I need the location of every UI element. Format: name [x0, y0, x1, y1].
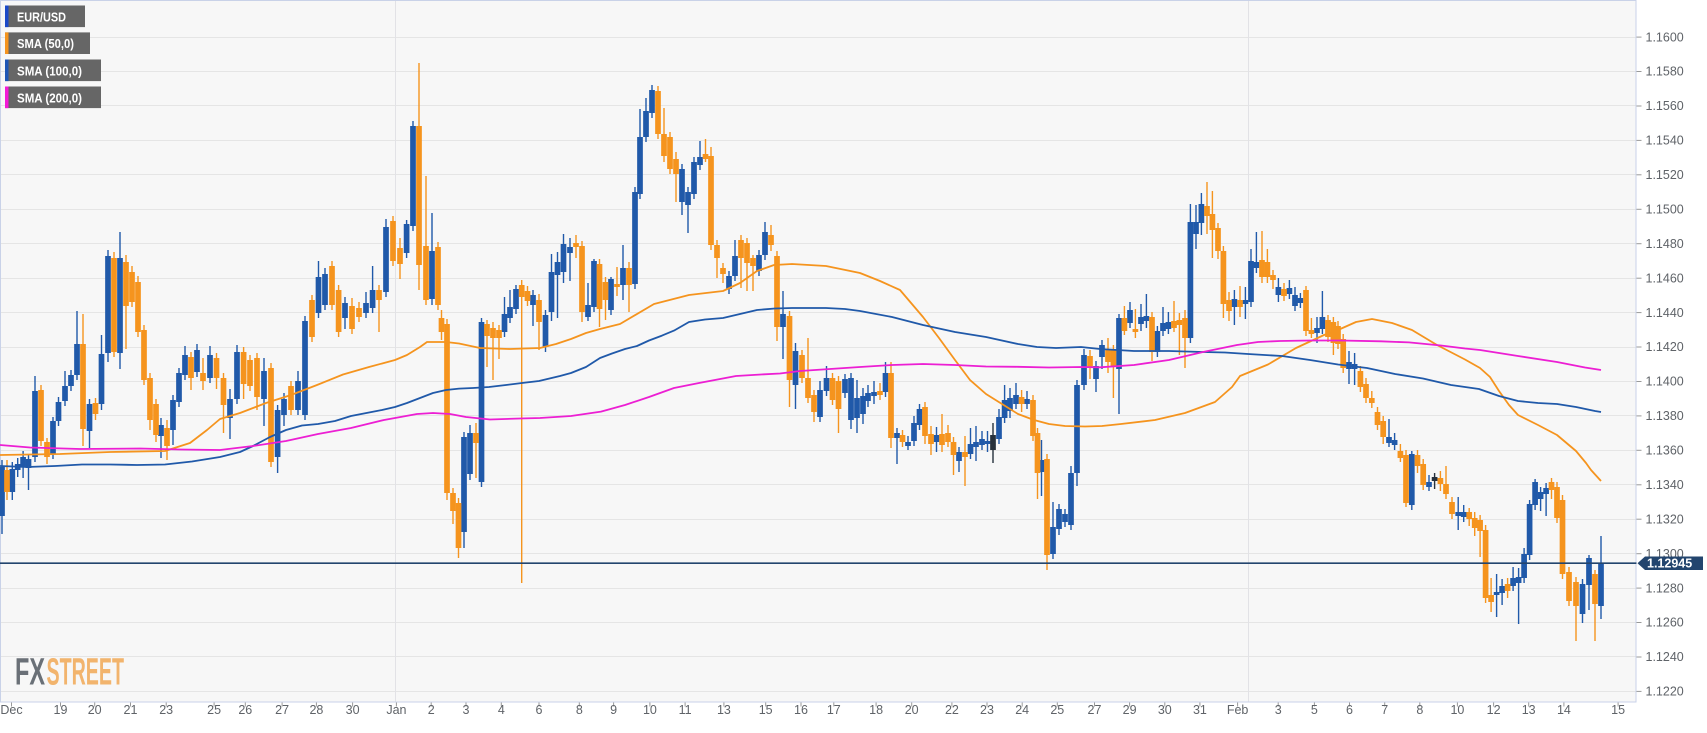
svg-text:SMA (200,0): SMA (200,0) [17, 90, 82, 105]
svg-text:1.1400: 1.1400 [1646, 375, 1684, 389]
svg-text:8: 8 [576, 703, 583, 717]
svg-text:19: 19 [54, 703, 68, 717]
svg-text:1.1280: 1.1280 [1646, 581, 1684, 595]
svg-text:1.1420: 1.1420 [1646, 340, 1684, 354]
svg-text:11: 11 [679, 703, 692, 717]
svg-text:31: 31 [1193, 703, 1207, 717]
svg-text:1.1240: 1.1240 [1646, 650, 1684, 664]
svg-text:28: 28 [309, 703, 323, 717]
svg-text:20: 20 [905, 703, 919, 717]
svg-text:24: 24 [1015, 703, 1029, 717]
svg-text:4: 4 [498, 703, 505, 717]
svg-text:1.1380: 1.1380 [1646, 409, 1684, 423]
svg-text:18: 18 [869, 703, 883, 717]
svg-text:22: 22 [945, 703, 959, 717]
svg-text:12: 12 [1487, 703, 1501, 717]
svg-text:1.1560: 1.1560 [1646, 99, 1684, 113]
svg-text:1.1440: 1.1440 [1646, 306, 1684, 320]
svg-text:15: 15 [759, 703, 773, 717]
svg-text:23: 23 [980, 703, 994, 717]
svg-text:30: 30 [1158, 703, 1172, 717]
svg-text:16: 16 [794, 703, 808, 717]
svg-text:1.1260: 1.1260 [1646, 616, 1684, 630]
svg-text:Jan: Jan [386, 703, 406, 717]
svg-text:23: 23 [159, 703, 173, 717]
svg-text:1.1320: 1.1320 [1646, 512, 1684, 526]
svg-text:1.1580: 1.1580 [1646, 65, 1684, 79]
svg-text:10: 10 [1450, 703, 1464, 717]
svg-text:30: 30 [346, 703, 360, 717]
svg-text:9: 9 [610, 703, 617, 717]
svg-text:29: 29 [1123, 703, 1137, 717]
svg-text:13: 13 [1522, 703, 1536, 717]
svg-text:1.12945: 1.12945 [1647, 557, 1692, 571]
svg-text:SMA (50,0): SMA (50,0) [17, 36, 74, 51]
svg-text:13: 13 [717, 703, 731, 717]
svg-text:8: 8 [1416, 703, 1423, 717]
svg-text:1.1360: 1.1360 [1646, 444, 1684, 458]
svg-text:15: 15 [1611, 703, 1625, 717]
svg-text:2: 2 [428, 703, 435, 717]
svg-text:27: 27 [1088, 703, 1102, 717]
svg-text:6: 6 [536, 703, 543, 717]
svg-text:Dec: Dec [0, 703, 22, 717]
svg-text:1.1340: 1.1340 [1646, 478, 1684, 492]
svg-text:1.1460: 1.1460 [1646, 271, 1684, 285]
svg-text:1.1600: 1.1600 [1646, 30, 1684, 44]
svg-text:25: 25 [207, 703, 221, 717]
svg-text:STREET: STREET [47, 652, 125, 694]
svg-text:FX: FX [15, 652, 45, 694]
svg-text:1.1520: 1.1520 [1646, 168, 1684, 182]
svg-text:6: 6 [1346, 703, 1353, 717]
svg-text:27: 27 [275, 703, 289, 717]
svg-text:3: 3 [463, 703, 470, 717]
svg-text:1.1540: 1.1540 [1646, 134, 1684, 148]
svg-text:7: 7 [1381, 703, 1388, 717]
svg-text:10: 10 [643, 703, 657, 717]
svg-text:20: 20 [88, 703, 102, 717]
svg-text:1.1480: 1.1480 [1646, 237, 1684, 251]
svg-text:21: 21 [124, 703, 138, 717]
svg-text:SMA (100,0): SMA (100,0) [17, 63, 82, 78]
svg-text:26: 26 [238, 703, 252, 717]
svg-text:1.1500: 1.1500 [1646, 203, 1684, 217]
svg-text:EUR/USD: EUR/USD [17, 9, 66, 24]
svg-text:3: 3 [1275, 703, 1282, 717]
svg-text:1.1220: 1.1220 [1646, 685, 1684, 699]
svg-text:17: 17 [827, 703, 841, 717]
svg-text:14: 14 [1557, 703, 1571, 717]
svg-text:5: 5 [1311, 703, 1318, 717]
svg-text:25: 25 [1050, 703, 1064, 717]
svg-text:Feb: Feb [1227, 703, 1249, 717]
